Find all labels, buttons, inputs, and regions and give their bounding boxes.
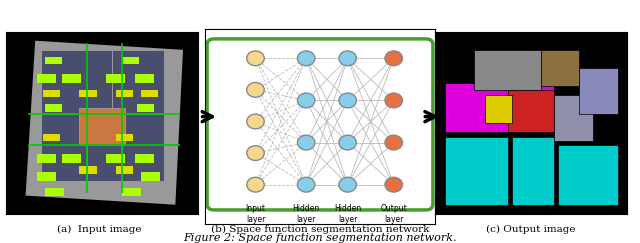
Circle shape bbox=[247, 177, 264, 192]
Bar bbox=[122, 57, 139, 64]
Bar bbox=[106, 154, 125, 163]
Bar bbox=[79, 90, 97, 97]
Polygon shape bbox=[112, 50, 164, 113]
Text: Figure 2: Space function segmentation network.: Figure 2: Space function segmentation ne… bbox=[183, 233, 457, 243]
Bar bbox=[135, 73, 154, 83]
Circle shape bbox=[247, 114, 264, 129]
Polygon shape bbox=[485, 95, 512, 123]
Bar bbox=[45, 104, 62, 112]
Bar bbox=[141, 90, 158, 97]
FancyBboxPatch shape bbox=[207, 39, 433, 210]
Bar bbox=[116, 90, 133, 97]
Polygon shape bbox=[122, 113, 164, 181]
Text: Hidden
layer: Hidden layer bbox=[334, 204, 361, 224]
Bar bbox=[45, 188, 64, 196]
Text: (a)  Input image: (a) Input image bbox=[57, 225, 141, 234]
Polygon shape bbox=[554, 95, 593, 141]
Text: Output
layer: Output layer bbox=[380, 204, 407, 224]
Circle shape bbox=[298, 135, 315, 150]
Circle shape bbox=[247, 83, 264, 97]
Circle shape bbox=[339, 93, 356, 108]
Polygon shape bbox=[512, 137, 554, 205]
Bar bbox=[45, 57, 62, 64]
Bar bbox=[137, 104, 154, 112]
Bar bbox=[43, 90, 60, 97]
Circle shape bbox=[385, 51, 403, 66]
Circle shape bbox=[385, 177, 403, 192]
Text: Input
layer: Input layer bbox=[246, 204, 266, 224]
Text: Hidden
layer: Hidden layer bbox=[292, 204, 320, 224]
Text: (b) Space function segmentation network: (b) Space function segmentation network bbox=[211, 225, 429, 234]
Polygon shape bbox=[41, 113, 87, 181]
Polygon shape bbox=[579, 68, 618, 113]
Bar bbox=[37, 73, 56, 83]
Text: (c) Output image: (c) Output image bbox=[486, 225, 576, 234]
Bar bbox=[37, 154, 56, 163]
Circle shape bbox=[247, 51, 264, 66]
Circle shape bbox=[298, 51, 315, 66]
Polygon shape bbox=[445, 83, 508, 132]
Polygon shape bbox=[541, 50, 579, 86]
Bar bbox=[79, 166, 97, 174]
Bar bbox=[122, 188, 141, 196]
Bar bbox=[116, 134, 133, 141]
Circle shape bbox=[298, 93, 315, 108]
Bar bbox=[62, 154, 81, 163]
Polygon shape bbox=[41, 50, 112, 113]
Circle shape bbox=[298, 177, 315, 192]
Bar bbox=[37, 172, 56, 181]
Polygon shape bbox=[558, 145, 618, 205]
Bar bbox=[141, 172, 160, 181]
Polygon shape bbox=[445, 137, 508, 205]
Polygon shape bbox=[87, 113, 122, 181]
Bar bbox=[116, 166, 133, 174]
Bar bbox=[106, 73, 125, 83]
Circle shape bbox=[385, 135, 403, 150]
Bar bbox=[62, 73, 81, 83]
Polygon shape bbox=[508, 90, 554, 132]
Polygon shape bbox=[474, 50, 541, 90]
Circle shape bbox=[339, 135, 356, 150]
Circle shape bbox=[339, 177, 356, 192]
Circle shape bbox=[385, 93, 403, 108]
Bar bbox=[135, 154, 154, 163]
Circle shape bbox=[247, 146, 264, 160]
Polygon shape bbox=[26, 41, 183, 205]
Polygon shape bbox=[512, 83, 554, 132]
Bar bbox=[43, 134, 60, 141]
Circle shape bbox=[339, 51, 356, 66]
Polygon shape bbox=[79, 108, 125, 145]
